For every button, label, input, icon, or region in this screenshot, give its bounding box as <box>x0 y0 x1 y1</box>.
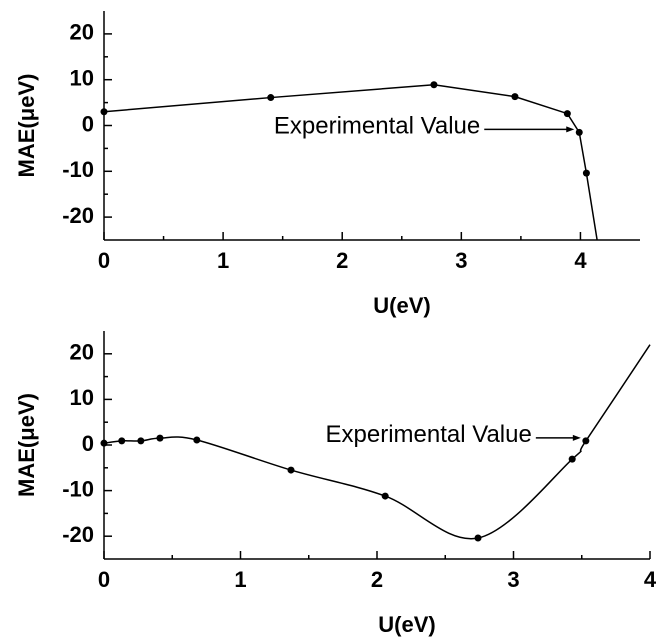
x-tick-label: 4 <box>644 567 657 592</box>
data-point <box>563 110 571 118</box>
x-axis-label: U(eV) <box>373 293 430 318</box>
data-point <box>118 437 126 445</box>
y-axis-label: MAE(μeV) <box>14 74 39 178</box>
y-tick-label: 20 <box>70 340 94 365</box>
data-point <box>568 455 576 463</box>
y-tick-label: 20 <box>70 20 94 45</box>
x-tick-label: 4 <box>574 248 587 273</box>
y-axis-label: MAE(μeV) <box>14 393 39 497</box>
data-point <box>267 94 275 102</box>
x-tick-label: 2 <box>371 567 383 592</box>
x-tick-label: 0 <box>98 567 110 592</box>
annotation: Experimental Value <box>274 113 480 140</box>
data-point <box>511 93 519 101</box>
x-tick-label: 3 <box>507 567 519 592</box>
x-tick-label: 1 <box>217 248 229 273</box>
x-tick-label: 0 <box>98 248 110 273</box>
annotation-arrowhead <box>566 126 575 133</box>
y-tick-label: 10 <box>70 385 94 410</box>
data-point <box>575 128 583 136</box>
x-axis-label: U(eV) <box>378 612 435 637</box>
x-tick-label: 3 <box>455 248 467 273</box>
annotation: Experimental Value <box>326 421 532 448</box>
data-line <box>103 83 598 241</box>
data-point <box>156 434 164 442</box>
y-tick-label: -20 <box>62 203 94 228</box>
y-tick-label: 0 <box>82 431 94 456</box>
y-tick-label: 10 <box>70 66 94 91</box>
data-point <box>100 439 108 447</box>
y-tick-label: -10 <box>62 476 94 501</box>
data-point <box>193 436 201 444</box>
data-point <box>582 437 590 445</box>
data-point <box>474 534 482 542</box>
data-point <box>287 466 295 474</box>
data-point <box>582 169 590 177</box>
y-tick-label: -10 <box>62 157 94 182</box>
data-point <box>381 492 389 500</box>
annotation-arrowhead <box>572 434 581 441</box>
data-point <box>430 81 438 89</box>
x-tick-label: 1 <box>234 567 246 592</box>
x-tick-label: 2 <box>336 248 348 273</box>
y-tick-label: 0 <box>82 111 94 136</box>
y-tick-label: -20 <box>62 522 94 547</box>
data-point <box>137 437 145 445</box>
data-point <box>100 108 108 116</box>
